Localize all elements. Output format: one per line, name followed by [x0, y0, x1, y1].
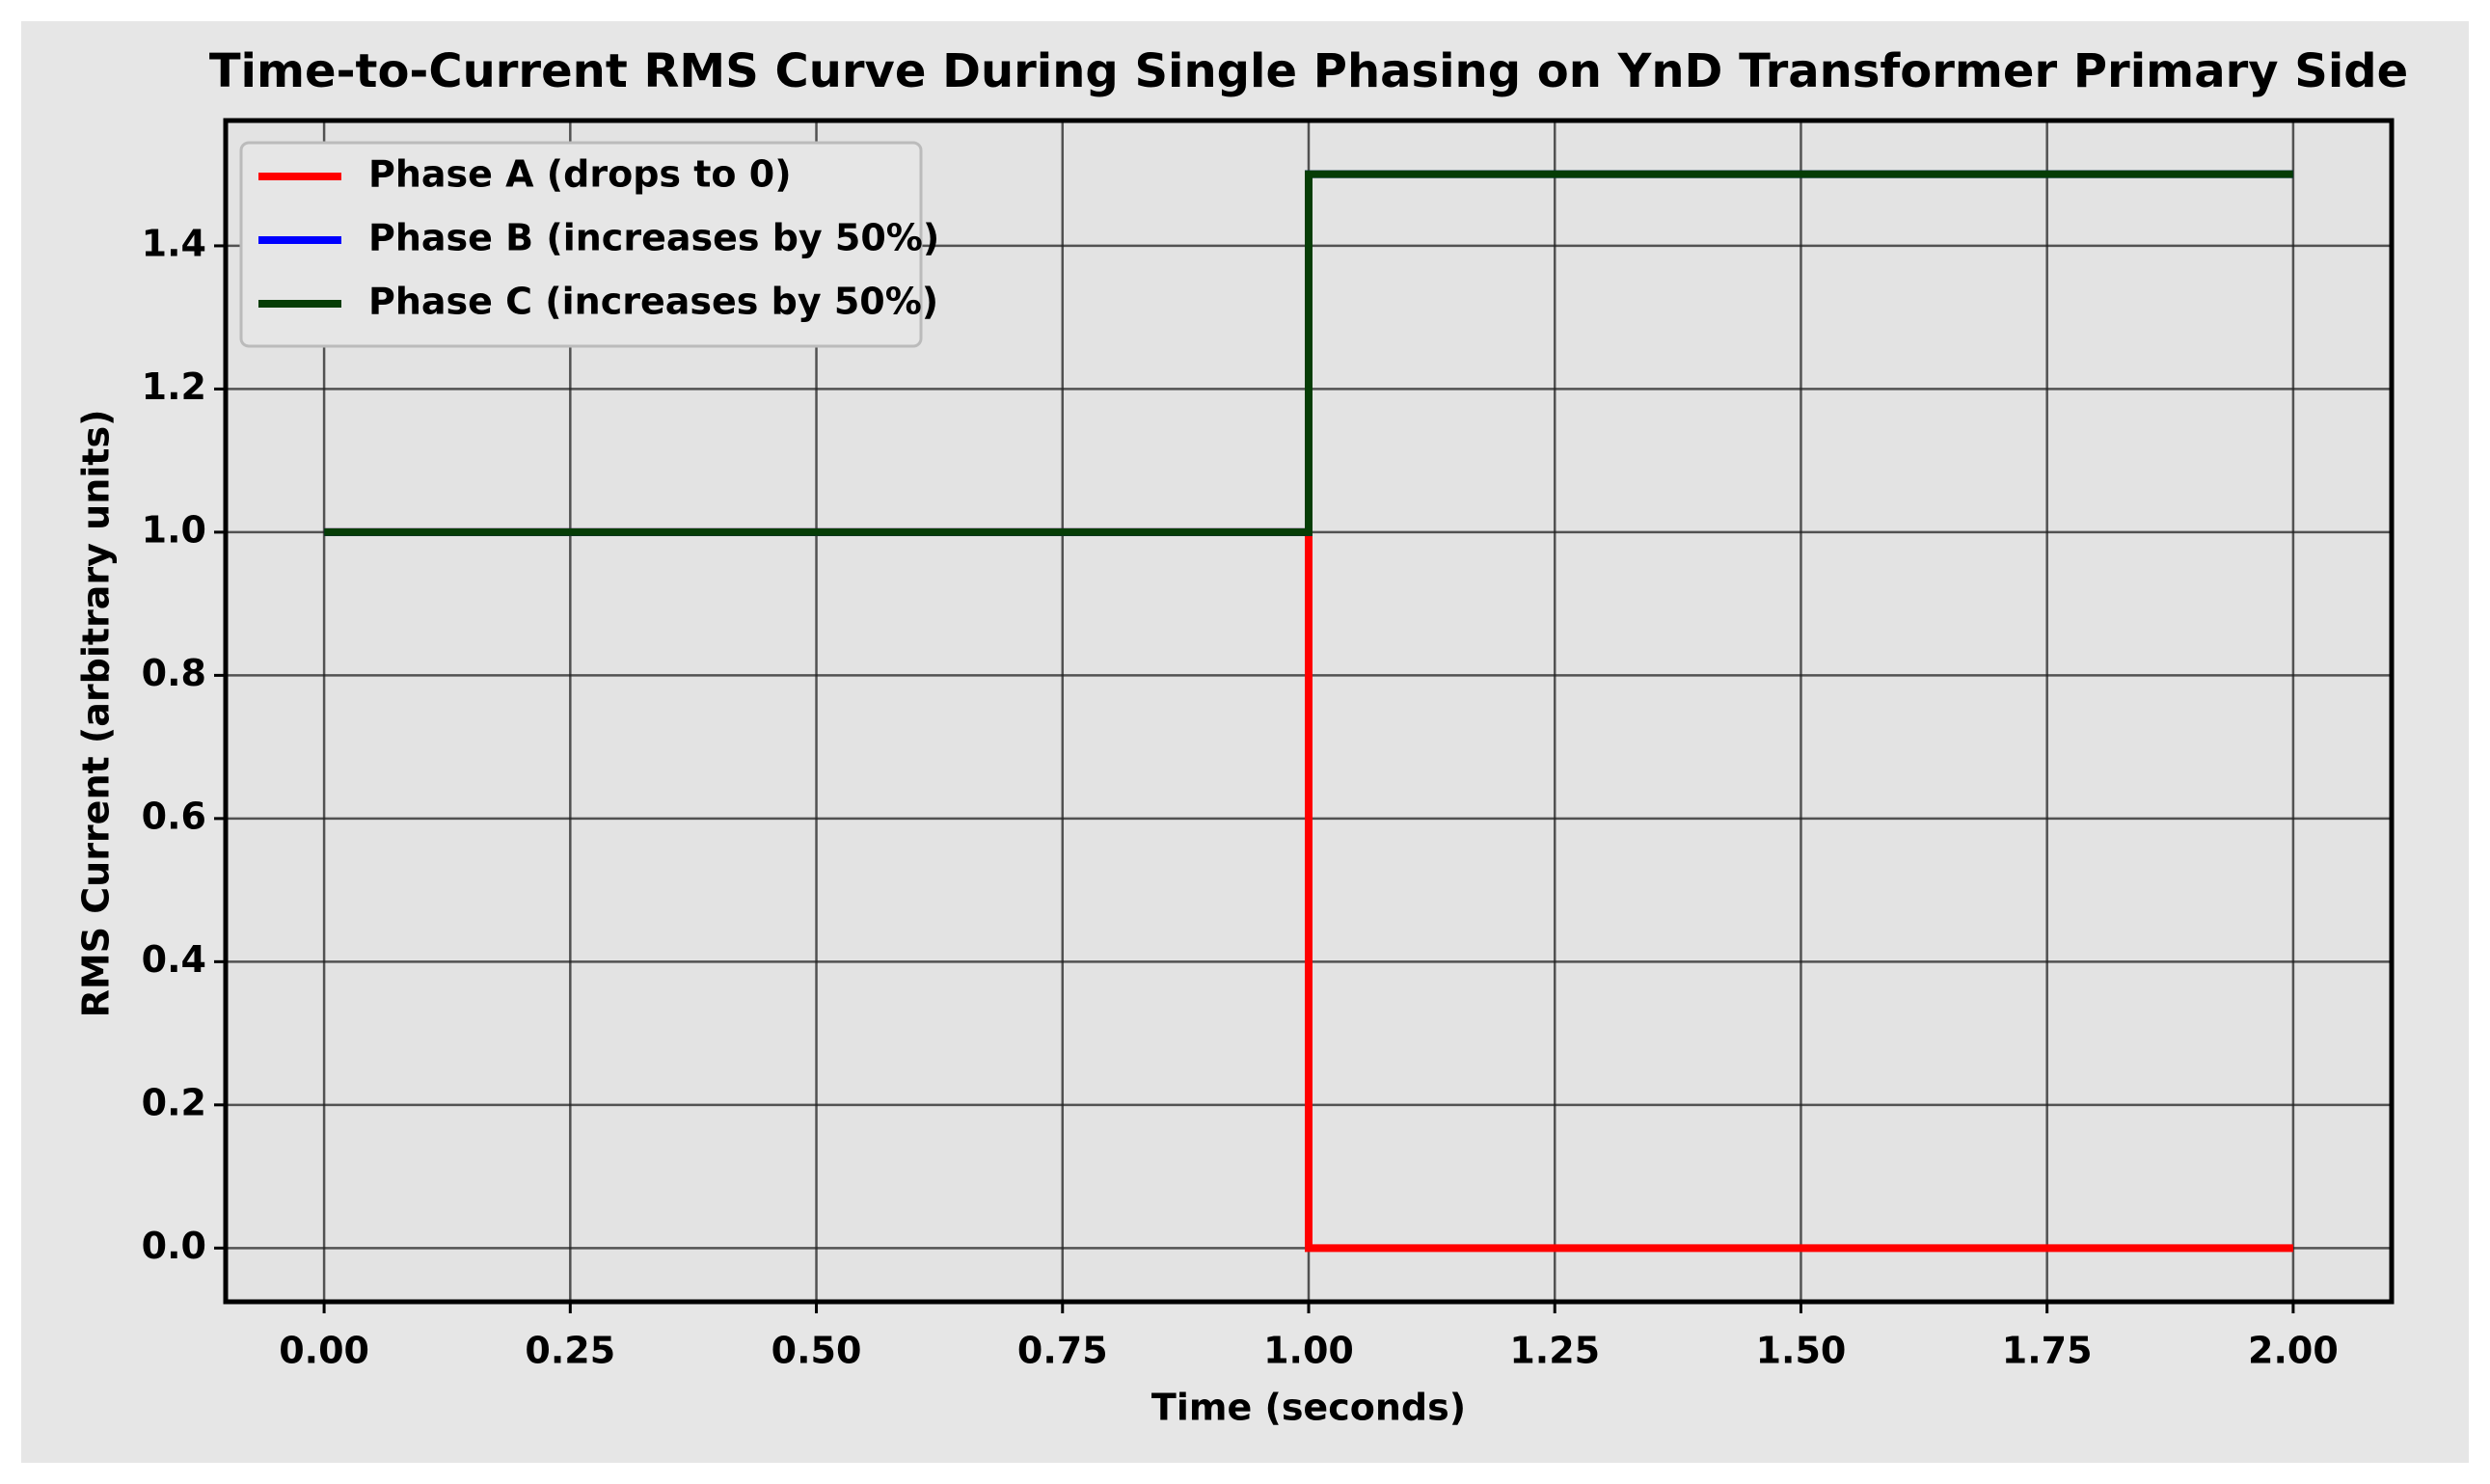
y-tick-label: 1.2: [142, 365, 206, 408]
y-tick-label: 0.4: [142, 938, 206, 981]
series-line: [324, 170, 2293, 536]
line-layer: [324, 170, 2293, 1253]
x-tick-label: 0.25: [525, 1330, 615, 1372]
legend-label: Phase B (increases by 50%): [368, 217, 939, 259]
x-axis-label: Time (seconds): [1151, 1387, 1466, 1429]
legend-box: [239, 141, 923, 348]
y-tick-label: 0.8: [142, 652, 206, 694]
x-tick-label: 1.75: [2002, 1330, 2093, 1372]
x-tick-label: 1.25: [1509, 1330, 1600, 1372]
x-tick-label: 1.00: [1263, 1330, 1354, 1372]
y-tick-label: 0.2: [142, 1081, 206, 1123]
legend: Phase A (drops to 0) Phase B (increases b…: [239, 141, 939, 348]
y-tick-label: 0.6: [142, 795, 206, 837]
y-tick-label: 1.0: [142, 508, 206, 551]
legend-label: Phase C (increases by 50%): [368, 281, 938, 323]
x-tick-label: 0.50: [771, 1330, 862, 1372]
y-axis-label: RMS Current (arbitrary units): [75, 410, 118, 1018]
x-tick-label: 0.00: [279, 1330, 369, 1372]
y-tick-label: 0.0: [142, 1225, 206, 1267]
x-tick-label: 0.75: [1017, 1330, 1108, 1372]
x-tick-label: 1.50: [1756, 1330, 1847, 1372]
x-tick-label: 2.00: [2248, 1330, 2339, 1372]
legend-label: Phase A (drops to 0): [368, 153, 792, 196]
chart-title: Time-to-Current RMS Curve During Single …: [209, 44, 2408, 98]
y-tick-label: 1.4: [142, 222, 206, 264]
